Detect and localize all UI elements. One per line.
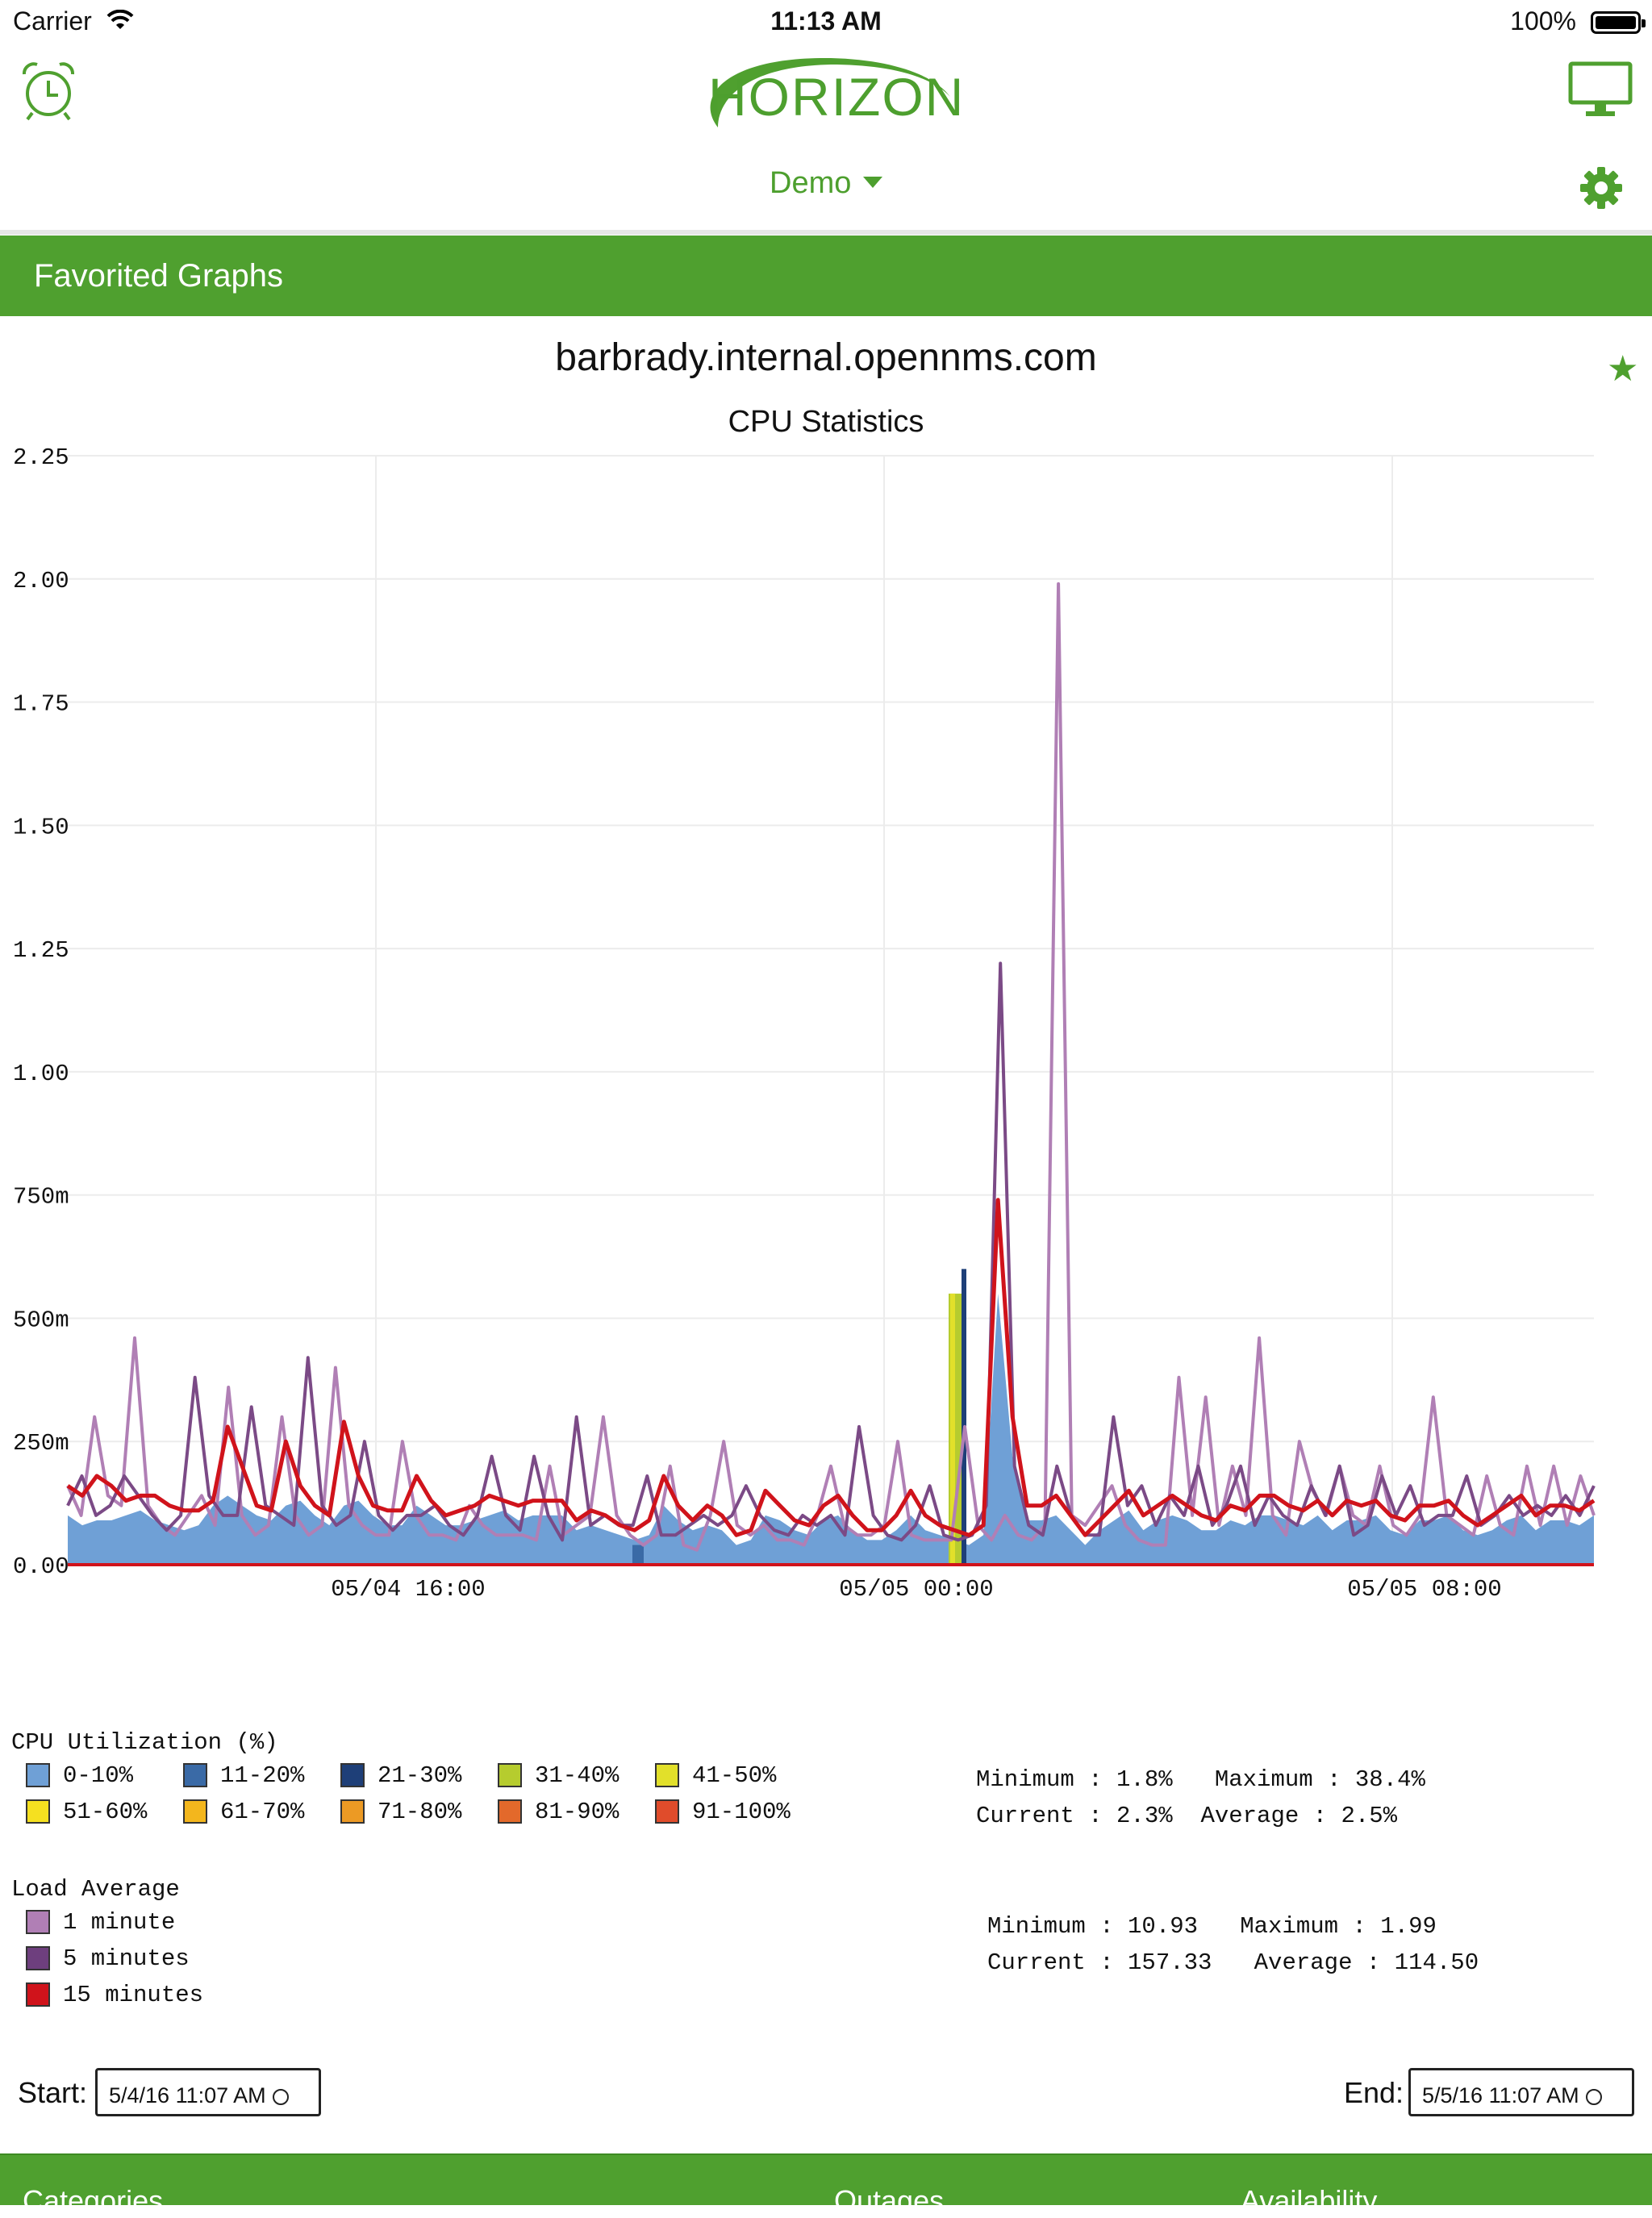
legend-swatch (340, 1799, 365, 1824)
legend-label: 71-80% (378, 1799, 462, 1825)
cpu-stats-line-1: Minimum : 1.8% Maximum : 38.4% (976, 1766, 1425, 1793)
tab-categories[interactable]: Categories (23, 2184, 164, 2217)
load-stats-line-1: Minimum : 10.93 Maximum : 1.99 (987, 1913, 1437, 1940)
load-line-1-minute (66, 582, 1596, 1552)
load-line-15-minutes (66, 1198, 1596, 1537)
y-tick-label: 1.50 (13, 814, 69, 840)
legend-swatch (183, 1763, 207, 1787)
legend-label: 91-100% (692, 1799, 791, 1825)
battery-icon (1591, 11, 1646, 34)
y-tick-label: 2.25 (13, 444, 69, 471)
cpu-stats-line-2: Current : 2.3% Average : 2.5% (976, 1803, 1398, 1829)
legend-label: 81-90% (535, 1799, 620, 1825)
bottom-tab-bar: Categories Outages Availability (0, 2153, 1652, 2217)
legend-swatch (26, 1763, 50, 1787)
cpu-0-10-area (68, 1293, 1594, 1565)
tab-availability[interactable]: Availability (1241, 2184, 1378, 2217)
cpu-11-20-spike (632, 1545, 644, 1565)
header-divider (0, 230, 1652, 235)
monitor-icon[interactable] (1568, 61, 1633, 119)
logo-text: HORIZON (708, 67, 966, 127)
section-header: Favorited Graphs (0, 236, 1652, 316)
y-tick-label: 0.00 (13, 1553, 69, 1580)
legend-label: 1 minute (63, 1909, 176, 1936)
legend-label: 11-20% (220, 1762, 305, 1789)
legend-label: 15 minutes (63, 1982, 204, 2008)
legend-swatch (498, 1799, 522, 1824)
legend-swatch (655, 1799, 679, 1824)
carrier-label: Carrier (13, 6, 92, 35)
y-tick-label: 2.00 (13, 568, 69, 594)
x-tick-label: 05/05 00:00 (839, 1576, 993, 1603)
cpu-legend-title: CPU Utilization (%) (11, 1729, 278, 1756)
server-dropdown[interactable]: Demo (0, 166, 1652, 201)
section-title: Favorited Graphs (34, 258, 284, 294)
y-tick-label: 750m (13, 1184, 69, 1211)
load-line-5-minutes (66, 961, 1596, 1542)
clock-icon (272, 2089, 289, 2105)
legend-label: 0-10% (63, 1762, 134, 1789)
legend-swatch (183, 1799, 207, 1824)
alarm-clock-icon[interactable] (19, 60, 77, 121)
legend-swatch (498, 1763, 522, 1787)
wifi-icon (106, 10, 134, 29)
load-legend-title: Load Average (11, 1876, 180, 1903)
x-tick-label: 05/05 08:00 (1347, 1576, 1501, 1603)
status-time: 11:13 AM (770, 6, 882, 35)
y-tick-label: 1.00 (13, 1061, 69, 1087)
status-bar: Carrier 11:13 AM 100% (0, 0, 1652, 45)
legend-label: 61-70% (220, 1799, 305, 1825)
favorite-star-icon[interactable]: ★ (1607, 349, 1639, 389)
x-tick-label: 05/04 16:00 (331, 1576, 485, 1603)
legend-label: 51-60% (63, 1799, 148, 1825)
graph-host: barbrady.internal.opennms.com (555, 336, 1097, 379)
legend-swatch (26, 1799, 50, 1824)
cpu-21-30-spike (962, 1269, 966, 1565)
y-tick-label: 250m (13, 1430, 69, 1457)
caret-down-icon (862, 177, 882, 188)
y-tick-label: 1.75 (13, 691, 69, 718)
end-date-value: 5/5/16 11:07 AM (1422, 2083, 1579, 2108)
legend-label: 41-50% (692, 1762, 777, 1789)
cpu-41-50-spike (950, 1293, 955, 1565)
cpu-statistics-chart: 2.25 2.00 1.75 1.50 1.25 1.00 750m 500m 250m 0.00… (13, 444, 1596, 1603)
legend-swatch (26, 1946, 50, 1970)
y-tick-label: 1.25 (13, 937, 69, 964)
tab-outages[interactable]: Outages (834, 2184, 945, 2217)
start-date-field[interactable]: 5/4/16 11:07 AM (95, 2068, 321, 2116)
legend-swatch (26, 1910, 50, 1934)
legend-swatch (340, 1763, 365, 1787)
legend-swatch (26, 1982, 50, 2007)
start-date-value: 5/4/16 11:07 AM (109, 2083, 266, 2108)
end-label: End: (1344, 2076, 1404, 2109)
clock-icon (1585, 2089, 1602, 2105)
graph-title: CPU Statistics (728, 405, 924, 439)
legend-label: 21-30% (378, 1762, 462, 1789)
legend-label: 31-40% (535, 1762, 620, 1789)
horizon-logo: HORIZON (694, 48, 963, 137)
server-dropdown-label: Demo (770, 166, 852, 200)
legend-label: 5 minutes (63, 1945, 190, 1972)
end-date-field[interactable]: 5/5/16 11:07 AM (1408, 2068, 1634, 2116)
y-tick-label: 500m (13, 1307, 69, 1333)
battery-percent: 100% (1510, 6, 1576, 35)
gear-icon[interactable] (1579, 166, 1623, 210)
load-stats-line-2: Current : 157.33 Average : 114.50 (987, 1949, 1479, 1976)
legend-swatch (655, 1763, 679, 1787)
start-label: Start: (18, 2076, 88, 2109)
